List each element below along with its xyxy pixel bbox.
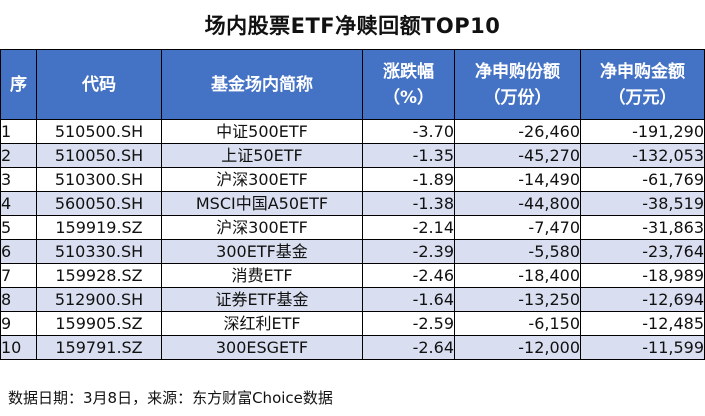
cell-name: 消费ETF (161, 263, 363, 288)
cell-net-amount: -23,764 (580, 239, 705, 264)
table-row: 10 159791.SZ 300ESGETF -2.64 -12,000 -11,599 (0, 335, 705, 360)
cell-name: 上证50ETF (161, 143, 363, 168)
cell-change: -2.39 (362, 239, 455, 264)
cell-net-shares: -7,470 (454, 215, 581, 240)
cell-rank: 7 (0, 263, 37, 288)
cell-net-shares: -5,580 (454, 239, 581, 264)
table-title: 场内股票ETF净赎回额TOP10 (204, 13, 501, 38)
cell-rank: 9 (0, 311, 37, 336)
cell-net-amount: -11,599 (580, 335, 705, 360)
cell-rank: 4 (0, 191, 37, 216)
table-row: 3 510300.SH 沪深300ETF -1.89 -14,490 -61,769 (0, 167, 705, 192)
cell-name: 中证500ETF (161, 119, 363, 144)
cell-net-shares: -6,150 (454, 311, 581, 336)
cell-net-shares: -18,400 (454, 263, 581, 288)
cell-change: -2.46 (362, 263, 455, 288)
cell-rank: 5 (0, 215, 37, 240)
cell-net-amount: -12,485 (580, 311, 705, 336)
cell-change: -3.70 (362, 119, 455, 144)
cell-code: 510500.SH (36, 119, 162, 144)
cell-code: 159919.SZ (36, 215, 162, 240)
table-row: 4 560050.SH MSCI中国A50ETF -1.38 -44,800 -38,51… (0, 191, 705, 216)
cell-code: 159928.SZ (36, 263, 162, 288)
cell-net-shares: -44,800 (454, 191, 581, 216)
cell-code: 159905.SZ (36, 311, 162, 336)
table-row: 8 512900.SH 证券ETF基金 -1.64 -13,250 -12,694 (0, 287, 705, 312)
cell-name: 300ETF基金 (161, 239, 363, 264)
cell-net-amount: -12,694 (580, 287, 705, 312)
cell-rank: 10 (0, 335, 37, 360)
cell-rank: 2 (0, 143, 37, 168)
cell-change: -1.35 (362, 143, 455, 168)
header-change-line1: 涨跌幅 (383, 61, 434, 82)
table-row: 2 510050.SH 上证50ETF -1.35 -45,270 -132,053 (0, 143, 705, 168)
cell-code: 510300.SH (36, 167, 162, 192)
cell-net-amount: -38,519 (580, 191, 705, 216)
cell-rank: 8 (0, 287, 37, 312)
cell-net-amount: -31,863 (580, 215, 705, 240)
header-name: 基金场内简称 (161, 49, 363, 120)
header-net-amount-line1: 净申购金额 (600, 61, 685, 82)
cell-name: 深红利ETF (161, 311, 363, 336)
cell-net-shares: -45,270 (454, 143, 581, 168)
cell-rank: 1 (0, 119, 37, 144)
cell-code: 560050.SH (36, 191, 162, 216)
cell-change: -2.14 (362, 215, 455, 240)
header-net-shares: 净申购份额 （万份） (454, 49, 581, 120)
cell-net-shares: -26,460 (454, 119, 581, 144)
cell-net-amount: -132,053 (580, 143, 705, 168)
cell-rank: 6 (0, 239, 37, 264)
cell-name: 300ESGETF (161, 335, 363, 360)
cell-net-amount: -191,290 (580, 119, 705, 144)
table-row: 6 510330.SH 300ETF基金 -2.39 -5,580 -23,764 (0, 239, 705, 264)
cell-change: -1.64 (362, 287, 455, 312)
etf-table: 序 代码 基金场内简称 涨跌幅 （%） 净申购份额 （万份） 净申购金额 （万元… (0, 49, 705, 360)
cell-code: 159791.SZ (36, 335, 162, 360)
cell-net-shares: -14,490 (454, 167, 581, 192)
cell-change: -1.38 (362, 191, 455, 216)
table-row: 1 510500.SH 中证500ETF -3.70 -26,460 -191,290 (0, 119, 705, 144)
header-net-amount-line2: （万元） (608, 87, 677, 108)
table-body: 1 510500.SH 中证500ETF -3.70 -26,460 -191,290 2 5… (0, 119, 705, 360)
table-row: 9 159905.SZ 深红利ETF -2.59 -6,150 -12,485 (0, 311, 705, 336)
table-row: 5 159919.SZ 沪深300ETF -2.14 -7,470 -31,863 (0, 215, 705, 240)
header-change: 涨跌幅 （%） (362, 49, 455, 120)
cell-rank: 3 (0, 167, 37, 192)
cell-code: 512900.SH (36, 287, 162, 312)
header-change-line2: （%） (382, 87, 435, 108)
cell-net-amount: -18,989 (580, 263, 705, 288)
cell-change: -1.89 (362, 167, 455, 192)
header-code: 代码 (36, 49, 162, 120)
cell-name: 沪深300ETF (161, 215, 363, 240)
cell-net-shares: -13,250 (454, 287, 581, 312)
header-net-shares-line1: 净申购份额 (475, 61, 560, 82)
cell-name: 沪深300ETF (161, 167, 363, 192)
header-row: 序 代码 基金场内简称 涨跌幅 （%） 净申购份额 （万份） 净申购金额 （万元… (0, 49, 705, 120)
header-net-amount: 净申购金额 （万元） (580, 49, 705, 120)
cell-name: 证券ETF基金 (161, 287, 363, 312)
cell-change: -2.64 (362, 335, 455, 360)
header-rank: 序 (0, 49, 37, 120)
cell-name: MSCI中国A50ETF (161, 191, 363, 216)
cell-net-shares: -12,000 (454, 335, 581, 360)
cell-code: 510330.SH (36, 239, 162, 264)
header-net-shares-line2: （万份） (483, 87, 552, 108)
cell-code: 510050.SH (36, 143, 162, 168)
source-note: 数据日期：3月8日，来源：东方财富Choice数据 (8, 389, 333, 407)
cell-change: -2.59 (362, 311, 455, 336)
table-row: 7 159928.SZ 消费ETF -2.46 -18,400 -18,989 (0, 263, 705, 288)
cell-net-amount: -61,769 (580, 167, 705, 192)
